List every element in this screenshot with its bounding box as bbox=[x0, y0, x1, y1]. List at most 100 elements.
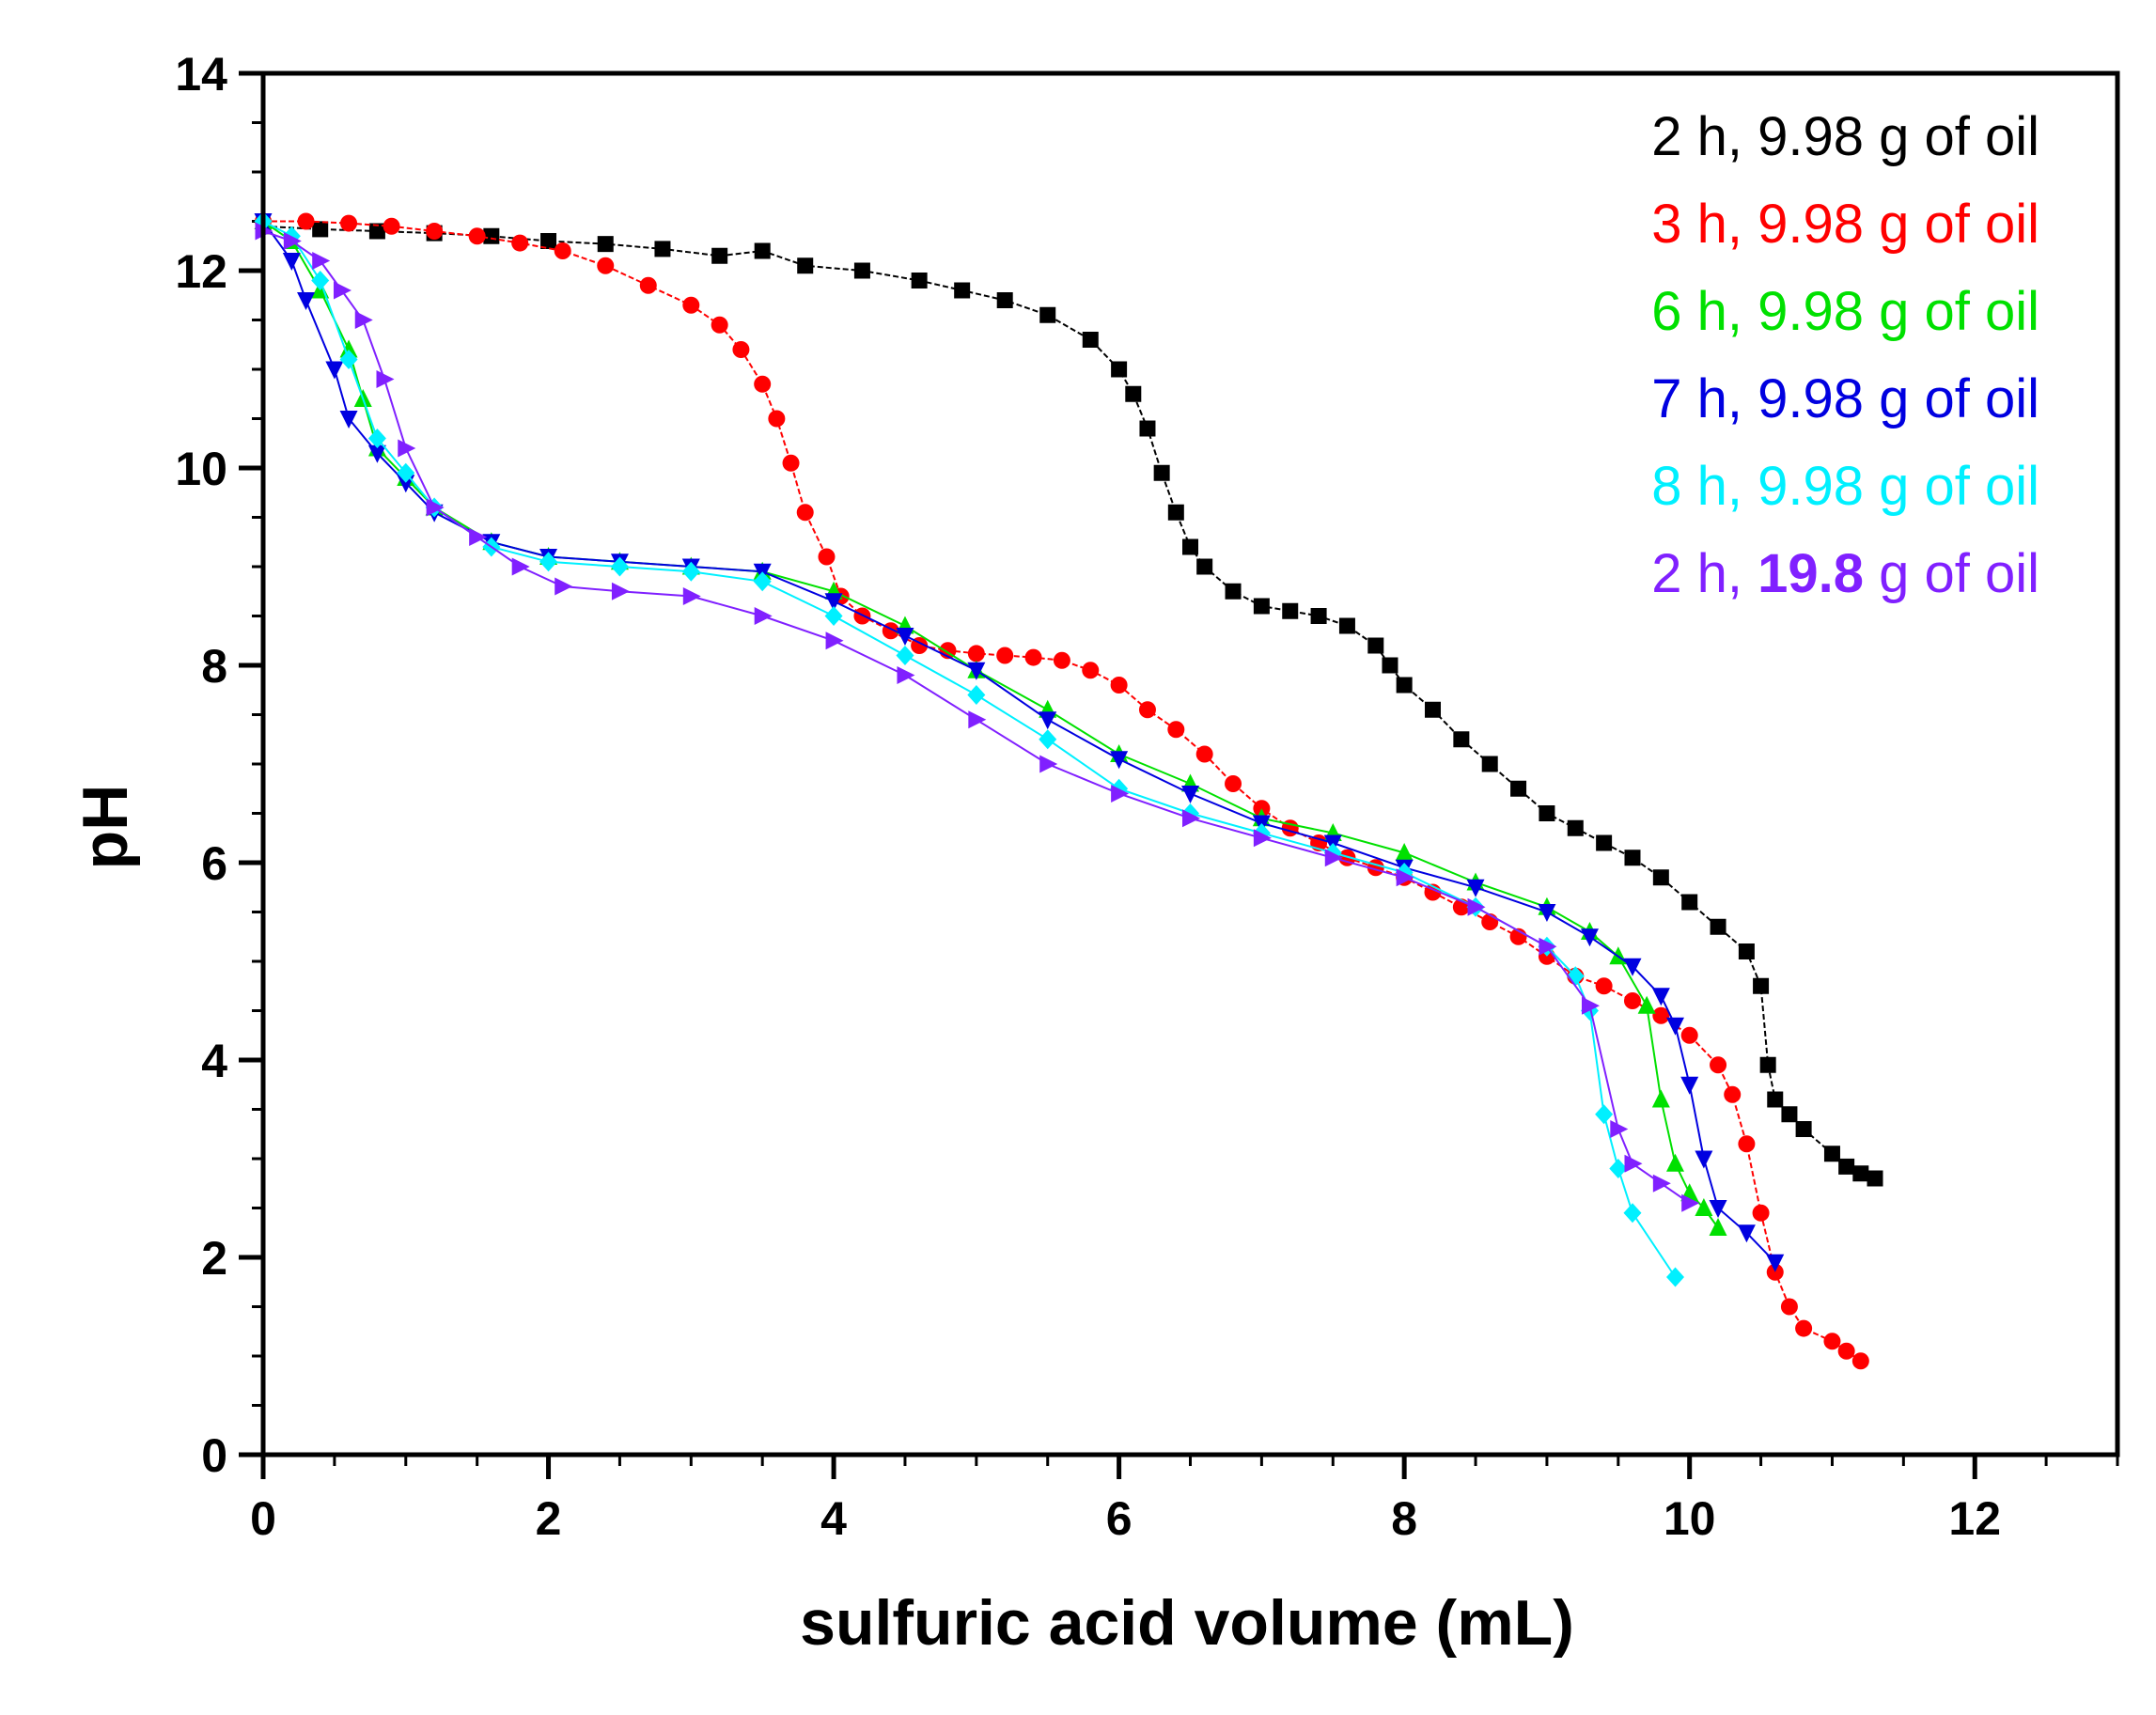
data-point bbox=[896, 646, 914, 665]
data-point bbox=[339, 411, 358, 429]
series-layer bbox=[254, 211, 1883, 1370]
legend-text-suffix: g of oil bbox=[1864, 543, 2039, 604]
x-tick-label: 2 bbox=[536, 1492, 562, 1545]
series-5 bbox=[254, 211, 1685, 1287]
data-point bbox=[682, 587, 701, 605]
data-point bbox=[967, 645, 985, 663]
data-point bbox=[426, 223, 444, 240]
data-point bbox=[1596, 834, 1613, 851]
data-point bbox=[732, 341, 750, 358]
data-point bbox=[312, 252, 331, 270]
data-point bbox=[297, 292, 316, 310]
data-point bbox=[1138, 701, 1156, 719]
data-point bbox=[1709, 1218, 1727, 1236]
y-tick-label: 8 bbox=[201, 640, 227, 693]
data-point bbox=[796, 504, 814, 522]
data-point bbox=[1039, 755, 1058, 773]
legend-entry: 2 h, 9.98 g of oil bbox=[1651, 106, 2039, 167]
data-point bbox=[426, 498, 445, 517]
series-4 bbox=[254, 213, 1785, 1272]
plot-frame bbox=[260, 70, 2120, 1458]
y-tick-label: 10 bbox=[175, 443, 227, 495]
data-point bbox=[1681, 894, 1698, 911]
data-point bbox=[1623, 992, 1641, 1009]
data-point bbox=[1039, 729, 1057, 750]
data-point bbox=[1039, 306, 1056, 323]
data-point bbox=[368, 223, 385, 240]
legend-text: 2 h, 9.98 g of oil bbox=[1651, 106, 2039, 167]
data-point bbox=[1695, 1150, 1713, 1169]
series-1 bbox=[255, 218, 1883, 1187]
data-point bbox=[610, 556, 629, 577]
data-point bbox=[1666, 1267, 1685, 1287]
data-point bbox=[1181, 786, 1199, 803]
data-point bbox=[1737, 1224, 1756, 1243]
data-point bbox=[1867, 1170, 1883, 1187]
data-point bbox=[1623, 958, 1642, 976]
data-point bbox=[639, 276, 657, 294]
legend-entry: 7 h, 9.98 g of oil bbox=[1651, 368, 2039, 429]
data-point bbox=[1510, 780, 1527, 797]
data-point bbox=[1024, 648, 1042, 666]
data-point bbox=[539, 552, 558, 572]
data-point bbox=[1680, 1076, 1699, 1095]
y-tick-label: 0 bbox=[201, 1429, 227, 1482]
data-point bbox=[681, 561, 700, 582]
data-point bbox=[1623, 1203, 1642, 1224]
data-point bbox=[1396, 868, 1414, 887]
data-point bbox=[768, 410, 786, 428]
legend-text: 3 h, 9.98 g of oil bbox=[1651, 194, 2039, 255]
data-point bbox=[311, 271, 330, 290]
x-tick-label: 0 bbox=[250, 1492, 276, 1545]
data-point bbox=[1595, 977, 1613, 995]
data-point bbox=[1738, 943, 1755, 959]
data-point bbox=[1139, 420, 1156, 437]
x-tick-label: 12 bbox=[1948, 1492, 2001, 1545]
data-point bbox=[1710, 1056, 1727, 1074]
data-point bbox=[1367, 637, 1384, 654]
data-point bbox=[825, 631, 844, 650]
data-point bbox=[1082, 332, 1099, 348]
data-point bbox=[754, 242, 771, 259]
data-point bbox=[1823, 1333, 1841, 1350]
data-point bbox=[654, 241, 671, 257]
legend-text: 7 h, 9.98 g of oil bbox=[1651, 368, 2039, 429]
data-point bbox=[1652, 1174, 1671, 1193]
data-point bbox=[1111, 785, 1130, 803]
data-point bbox=[397, 462, 415, 483]
legend-entry: 3 h, 9.98 g of oil bbox=[1651, 194, 2039, 255]
data-point bbox=[1666, 1017, 1685, 1036]
series-line bbox=[262, 225, 1876, 1179]
data-point bbox=[1681, 1193, 1700, 1212]
data-point bbox=[1595, 1104, 1614, 1125]
data-point bbox=[1852, 1165, 1869, 1182]
y-tick-label: 12 bbox=[175, 245, 227, 298]
data-point bbox=[1795, 1319, 1813, 1337]
legend-text: 6 h, 9.98 g of oil bbox=[1651, 281, 2039, 342]
data-point bbox=[1282, 602, 1299, 619]
data-point bbox=[797, 257, 814, 274]
data-point bbox=[597, 236, 614, 253]
data-point bbox=[1837, 1342, 1855, 1360]
data-point bbox=[367, 444, 386, 463]
data-point bbox=[339, 339, 358, 358]
data-point bbox=[333, 281, 352, 300]
x-tick-label: 10 bbox=[1664, 1492, 1716, 1545]
y-tick-label: 4 bbox=[201, 1035, 227, 1087]
data-point bbox=[1253, 829, 1272, 848]
y-tick-label: 2 bbox=[201, 1232, 227, 1285]
legend-text: 8 h, 9.98 g of oil bbox=[1651, 456, 2039, 517]
data-point bbox=[340, 214, 358, 232]
data-point bbox=[754, 607, 773, 625]
data-point bbox=[1781, 1106, 1798, 1123]
legend: 2 h, 9.98 g of oil 3 h, 9.98 g of oil 6 h,… bbox=[1651, 106, 2039, 604]
data-point bbox=[1580, 928, 1599, 947]
series-line bbox=[263, 220, 1862, 1363]
data-point bbox=[1695, 1198, 1713, 1216]
data-point bbox=[1753, 977, 1770, 994]
data-point bbox=[1624, 850, 1641, 866]
data-point bbox=[511, 557, 530, 576]
data-point bbox=[911, 273, 928, 288]
data-point bbox=[283, 232, 302, 250]
